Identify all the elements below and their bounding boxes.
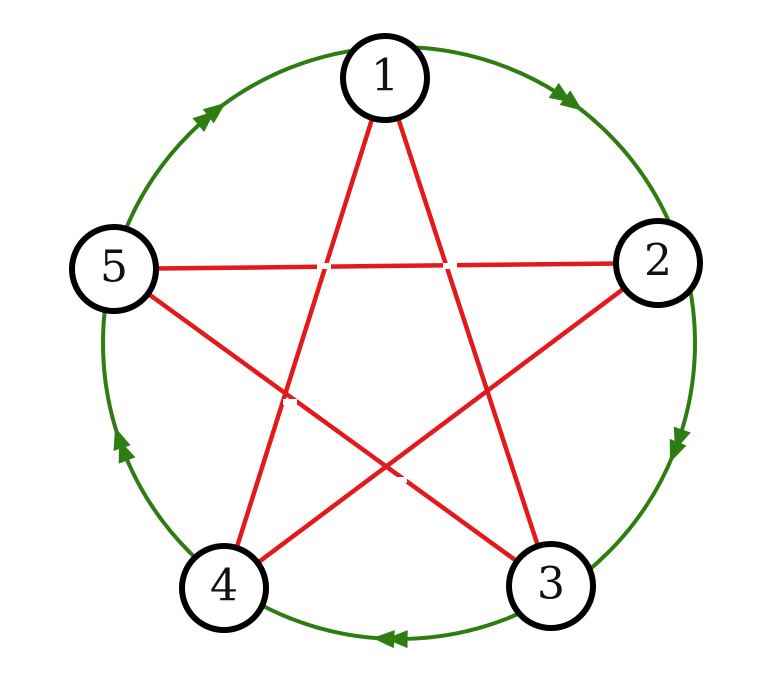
cycle-arrow-3-4 bbox=[372, 630, 395, 649]
cycle-arrow-5-1 bbox=[202, 102, 226, 124]
chord-edge-1-3 bbox=[395, 115, 541, 549]
node-5-circle bbox=[69, 224, 159, 314]
chord-edges bbox=[145, 115, 628, 566]
node-4-label: 4 bbox=[210, 561, 238, 612]
node-5-label: 5 bbox=[100, 242, 128, 293]
node-3-circle bbox=[506, 541, 596, 631]
node-1: 1 bbox=[340, 33, 430, 123]
crossing-gap bbox=[500, 397, 514, 403]
cycle-ring bbox=[101, 45, 697, 641]
node-4-circle bbox=[179, 543, 269, 633]
chord-edge-2-4 bbox=[254, 285, 628, 566]
chord-edge-3-5 bbox=[145, 290, 520, 565]
node-5: 5 bbox=[69, 224, 159, 314]
crossing-gap bbox=[393, 477, 407, 483]
chord-edge-2-5 bbox=[153, 261, 619, 271]
node-4: 4 bbox=[179, 543, 269, 633]
node-3-label: 3 bbox=[537, 559, 565, 610]
node-2-circle bbox=[613, 218, 703, 308]
node-2: 2 bbox=[613, 218, 703, 308]
cycle-arrow-1-2 bbox=[559, 90, 583, 111]
cycle-arrow-2-3 bbox=[669, 438, 687, 463]
crossing-gap bbox=[443, 263, 457, 269]
graph-nodes: 1 2 3 4 5 bbox=[69, 33, 703, 633]
node-1-circle bbox=[340, 33, 430, 123]
node-2-label: 2 bbox=[644, 236, 672, 287]
crossing-gap bbox=[283, 399, 297, 405]
cycle-arrow-4-5 bbox=[113, 427, 131, 452]
node-3: 3 bbox=[506, 541, 596, 631]
cycle-arrows bbox=[113, 82, 691, 649]
node-1-label: 1 bbox=[371, 51, 399, 102]
cycle-arrow-3-4 bbox=[385, 630, 408, 649]
cycle-circle bbox=[101, 45, 697, 641]
chord-edge-1-4 bbox=[233, 115, 376, 551]
crossing-gap bbox=[317, 263, 331, 269]
